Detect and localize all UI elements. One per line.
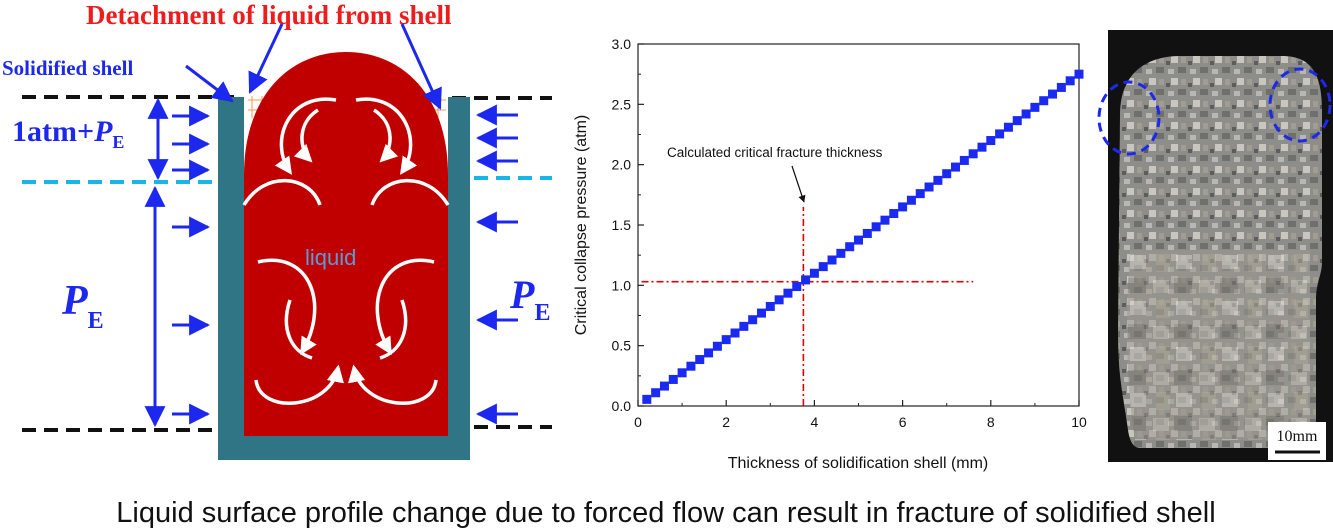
data-point (880, 215, 890, 225)
data-point (695, 355, 705, 365)
y-axis-label: Critical collapse pressure (atm) (573, 115, 590, 336)
data-point (730, 328, 740, 338)
data-point (801, 275, 811, 285)
data-point (1039, 96, 1049, 106)
data-point (721, 335, 731, 345)
data-point (933, 175, 943, 185)
data-point (659, 381, 669, 391)
data-point (809, 268, 819, 278)
schematic-title: Detachment of liquid from shell (86, 0, 452, 30)
y-tick-label: 1.0 (612, 277, 632, 293)
data-point (651, 388, 661, 398)
pressure-label-left: PE (61, 278, 104, 334)
schematic: Detachment of liquid from shell (2, 0, 552, 460)
x-tick-label: 6 (899, 414, 907, 430)
y-tick-label: 0.5 (612, 338, 632, 354)
data-point (774, 295, 784, 305)
shell-pointer-arrow (185, 64, 234, 103)
pressure-arrows-left (172, 105, 211, 425)
data-point (1074, 69, 1084, 79)
data-point (915, 189, 925, 199)
critical-crosshair (641, 206, 974, 406)
pressure-arrows-right (475, 104, 518, 425)
figure-caption: Liquid surface profile change due to for… (116, 497, 1215, 529)
x-tick-label: 2 (722, 414, 730, 430)
data-point (836, 248, 846, 258)
data-point (871, 222, 881, 232)
ingot-photo: 10mm (1097, 30, 1333, 462)
data-point (686, 361, 696, 371)
data-series (642, 69, 1084, 404)
liquid-pool (244, 52, 448, 436)
x-axis-ticks: 0 2 4 6 8 10 (634, 400, 1087, 430)
annotation-label: Calculated critical fracture thickness (667, 145, 883, 160)
x-tick-label: 8 (987, 414, 995, 430)
data-point (951, 162, 961, 172)
data-point (668, 374, 678, 384)
data-point (1048, 89, 1058, 99)
data-point (1065, 76, 1075, 86)
data-point (1021, 109, 1031, 119)
circle-highlight-left (1097, 80, 1161, 156)
detachment-arrow-left (248, 23, 284, 94)
liquid-label: liquid (305, 245, 356, 270)
data-point (995, 129, 1005, 139)
data-point (942, 169, 952, 179)
data-point (854, 235, 863, 245)
data-point (765, 301, 775, 311)
data-point (1056, 82, 1066, 92)
y-tick-label: 2.5 (612, 96, 632, 112)
data-point (898, 202, 908, 212)
data-point (845, 242, 855, 252)
data-point (862, 228, 872, 238)
x-axis-label: Thickness of solidification shell (mm) (728, 455, 989, 472)
solidified-shell (218, 97, 470, 460)
data-point (792, 282, 802, 292)
data-point (1012, 116, 1022, 126)
scale-bar-box (1268, 422, 1326, 460)
shell-label: Solidified shell (2, 56, 133, 80)
data-point (959, 155, 969, 165)
data-point (818, 262, 828, 272)
data-point (977, 142, 987, 152)
y-tick-label: 1.5 (612, 217, 632, 233)
ingot-lower-grains (1127, 250, 1310, 440)
y-axis-ticks: 0.0 0.5 1.0 1.5 2.0 2.5 3.0 (612, 36, 644, 414)
y-tick-label: 2.0 (612, 157, 632, 173)
data-point (783, 288, 793, 298)
x-tick-label: 4 (811, 414, 819, 430)
scale-bar-label: 10mm (1277, 428, 1318, 445)
data-point (756, 308, 766, 318)
data-point (739, 321, 749, 331)
data-point (677, 368, 687, 378)
data-point (748, 315, 758, 325)
circle-highlight-right (1268, 67, 1332, 143)
data-point (704, 348, 714, 358)
detachment-arrow-right (400, 23, 442, 110)
data-point (906, 195, 916, 205)
data-point (827, 255, 837, 265)
pressure-label-right: PE (509, 272, 550, 326)
x-tick-label: 0 (634, 414, 642, 430)
annotation-arrow (791, 165, 806, 203)
data-point (968, 149, 978, 159)
data-point (642, 394, 652, 404)
data-point (1003, 122, 1013, 132)
data-point (924, 182, 934, 192)
pressure-label-upper: 1atm+PE (12, 115, 124, 152)
data-point (712, 341, 722, 351)
flow-arrows (242, 97, 450, 405)
data-point (889, 209, 899, 219)
y-tick-label: 0.0 (612, 398, 632, 414)
critical-pressure-chart: 0 2 4 6 8 10 0.0 0.5 1.0 1.5 2.0 2.5 3.0 Thickness … (573, 36, 1087, 472)
x-tick-label: 10 (1071, 414, 1087, 430)
data-point (986, 136, 996, 146)
y-tick-label: 3.0 (612, 36, 632, 52)
data-point (1030, 102, 1040, 112)
